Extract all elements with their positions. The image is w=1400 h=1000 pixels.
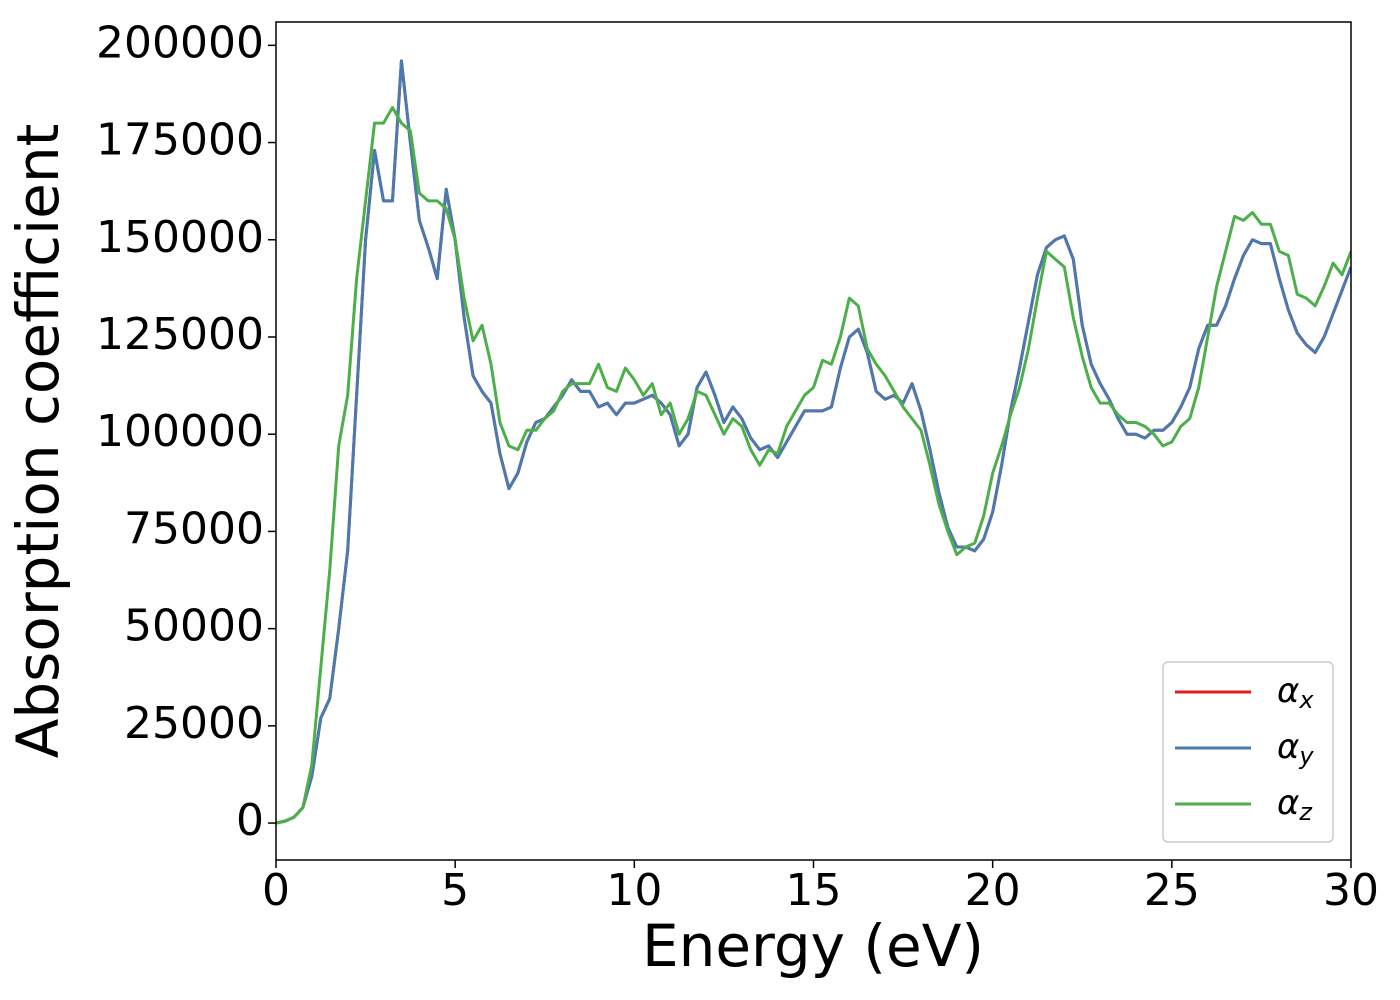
x-tick-label: 25 bbox=[1144, 865, 1200, 916]
y-tick-label: 100000 bbox=[96, 406, 264, 457]
y-tick-label: 50000 bbox=[124, 601, 264, 652]
x-tick-label: 30 bbox=[1323, 865, 1379, 916]
y-tick-label: 150000 bbox=[96, 212, 264, 263]
x-tick-label: 20 bbox=[965, 865, 1021, 916]
legend-box bbox=[1162, 661, 1334, 843]
y-tick-label: 175000 bbox=[96, 115, 264, 166]
x-tick-label: 5 bbox=[441, 865, 469, 916]
y-tick-label: 25000 bbox=[124, 698, 264, 749]
y-tick-label: 75000 bbox=[124, 503, 264, 554]
x-tick-label: 10 bbox=[606, 865, 662, 916]
x-tick-label: 15 bbox=[786, 865, 842, 916]
plot-frame bbox=[275, 21, 1352, 861]
legend-label: αz bbox=[1277, 783, 1313, 827]
y-tick-label: 125000 bbox=[96, 309, 264, 360]
y-tick-label: 0 bbox=[236, 795, 264, 846]
legend-label: αy bbox=[1277, 727, 1314, 771]
x-axis-label: Energy (eV) bbox=[642, 912, 984, 980]
x-tick-label: 0 bbox=[262, 865, 290, 916]
data-line bbox=[276, 106, 1351, 825]
y-axis-label: Absorption coefficient bbox=[4, 124, 72, 759]
legend-label: αx bbox=[1277, 671, 1314, 715]
y-tick-label: 200000 bbox=[96, 17, 264, 68]
